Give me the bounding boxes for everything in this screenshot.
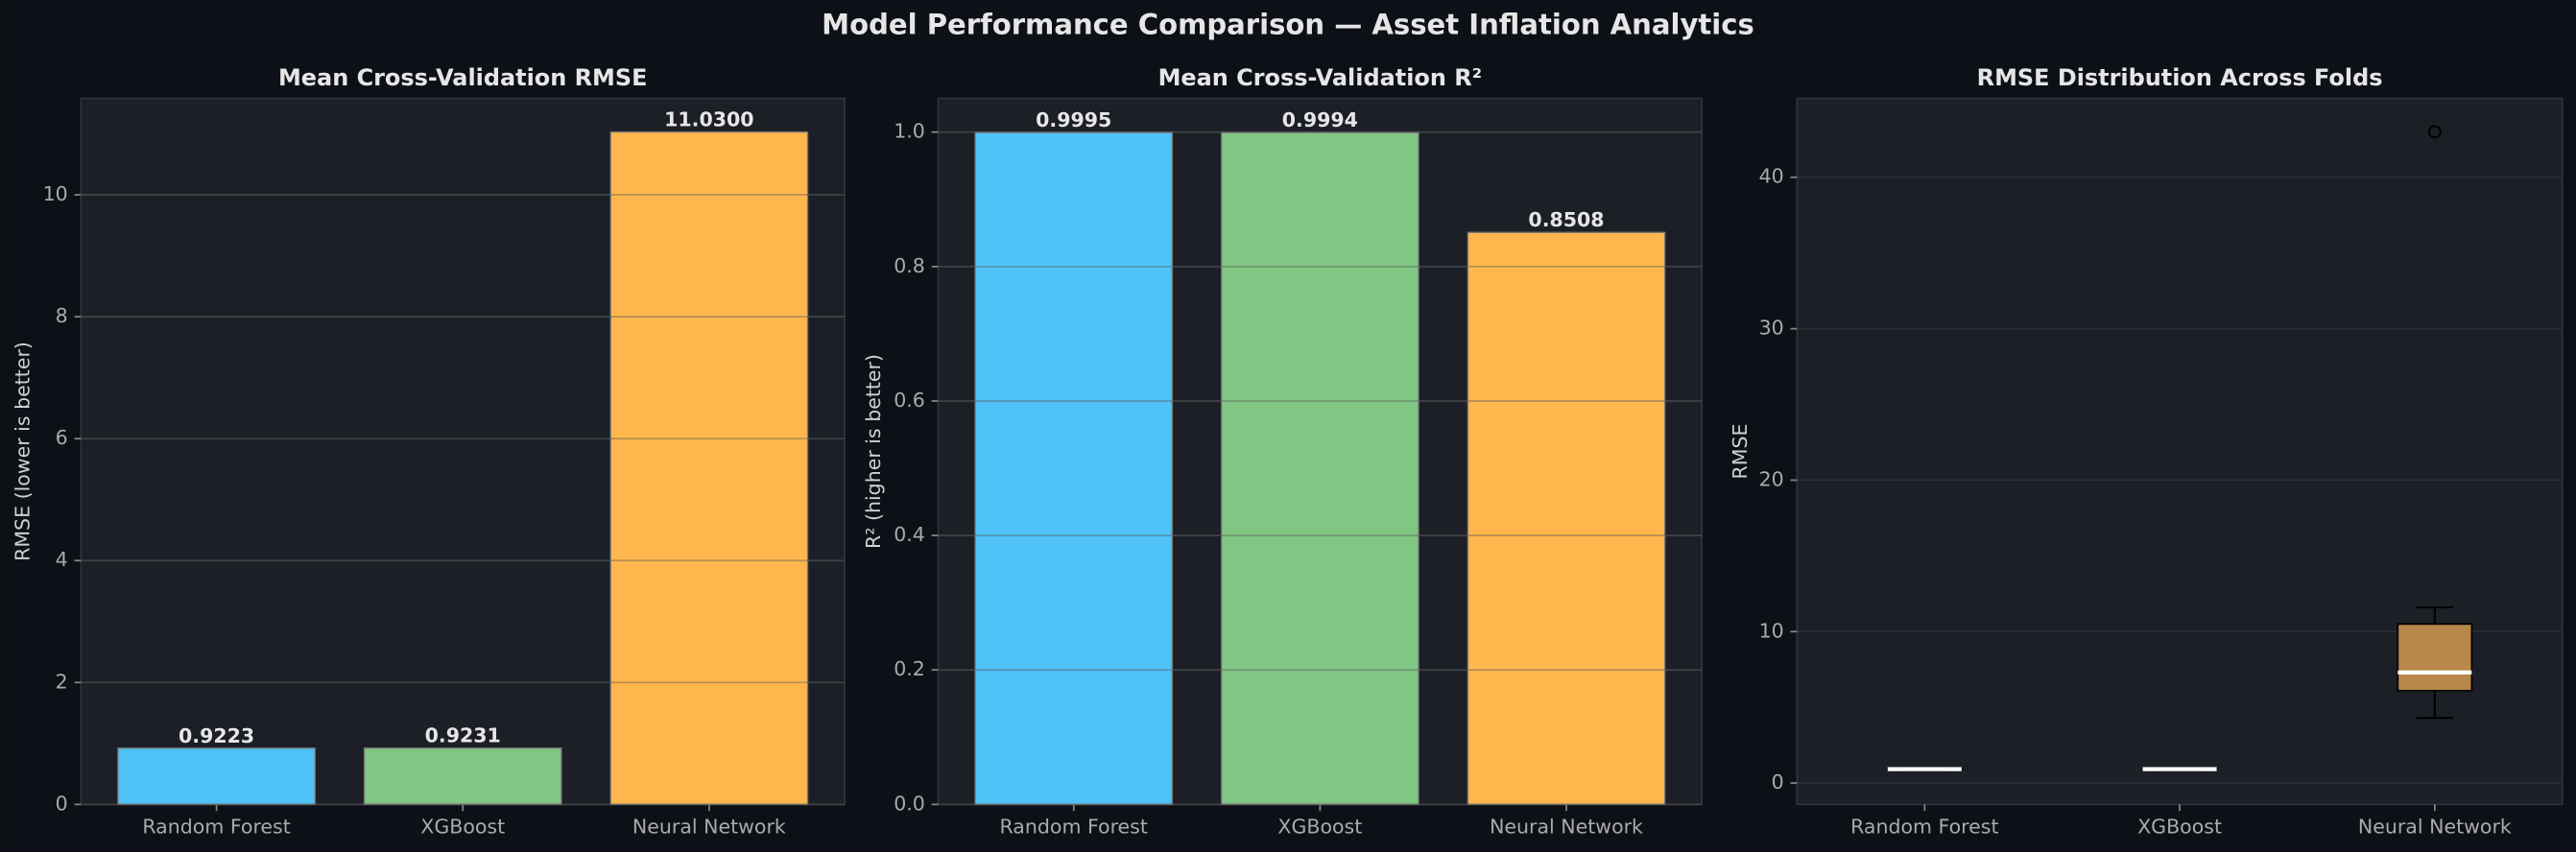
value-label: 0.9995 [1036, 108, 1111, 131]
y-tick-label: 0.2 [894, 657, 925, 680]
y-tick-label: 4 [56, 548, 68, 571]
x-tick-label: Neural Network [1490, 815, 1643, 838]
bar [974, 131, 1174, 806]
figure-title: Model Performance Comparison — Asset Inf… [822, 8, 1754, 40]
x-tick-label: Random Forest [1000, 815, 1148, 838]
value-label: 0.9231 [425, 724, 501, 747]
value-label: 0.8508 [1528, 208, 1604, 231]
x-tick-label: Random Forest [1850, 815, 1998, 838]
y-tick-label: 0 [1772, 770, 1784, 793]
y-tick-label: 0.4 [894, 523, 925, 546]
y-tick-label: 10 [43, 182, 68, 205]
bar [609, 130, 809, 806]
y-tick-label: 10 [1759, 619, 1784, 642]
bar [117, 747, 316, 806]
value-label: 0.9994 [1282, 108, 1358, 131]
x-tick-label: XGBoost [2137, 815, 2222, 838]
bar [1221, 131, 1419, 806]
y-tick-label: 0.8 [894, 254, 925, 277]
y-tick-label: 1.0 [894, 120, 925, 143]
box [2397, 623, 2473, 692]
x-tick-label: Neural Network [632, 815, 786, 838]
outlier [2427, 125, 2442, 139]
y-tick-label: 2 [56, 670, 68, 693]
y-tick-label: 0.0 [894, 792, 925, 815]
value-label: 0.9223 [179, 724, 254, 747]
y-tick-label: 20 [1759, 467, 1784, 490]
value-label: 11.0300 [664, 108, 753, 131]
y-tick-label: 0.6 [894, 389, 925, 412]
y-tick-label: 0 [56, 792, 68, 815]
y-axis-label: R² (higher is better) [862, 354, 885, 549]
x-tick-label: Random Forest [142, 815, 290, 838]
y-axis-label: RMSE [1729, 424, 1752, 480]
y-axis-label: RMSE (lower is better) [12, 342, 35, 561]
chart-title: Mean Cross-Validation RMSE [278, 64, 647, 91]
y-tick-label: 8 [56, 304, 68, 327]
bar [363, 747, 562, 806]
chart-title: RMSE Distribution Across Folds [1977, 64, 2383, 91]
x-tick-label: XGBoost [420, 815, 505, 838]
x-tick-label: XGBoost [1277, 815, 1362, 838]
bar [1467, 231, 1666, 806]
plot-area [1796, 97, 2564, 806]
y-tick-label: 30 [1759, 317, 1784, 340]
y-tick-label: 6 [56, 426, 68, 449]
x-tick-label: Neural Network [2358, 815, 2512, 838]
chart-title: Mean Cross-Validation R² [1158, 64, 1483, 91]
y-tick-label: 40 [1759, 165, 1784, 188]
